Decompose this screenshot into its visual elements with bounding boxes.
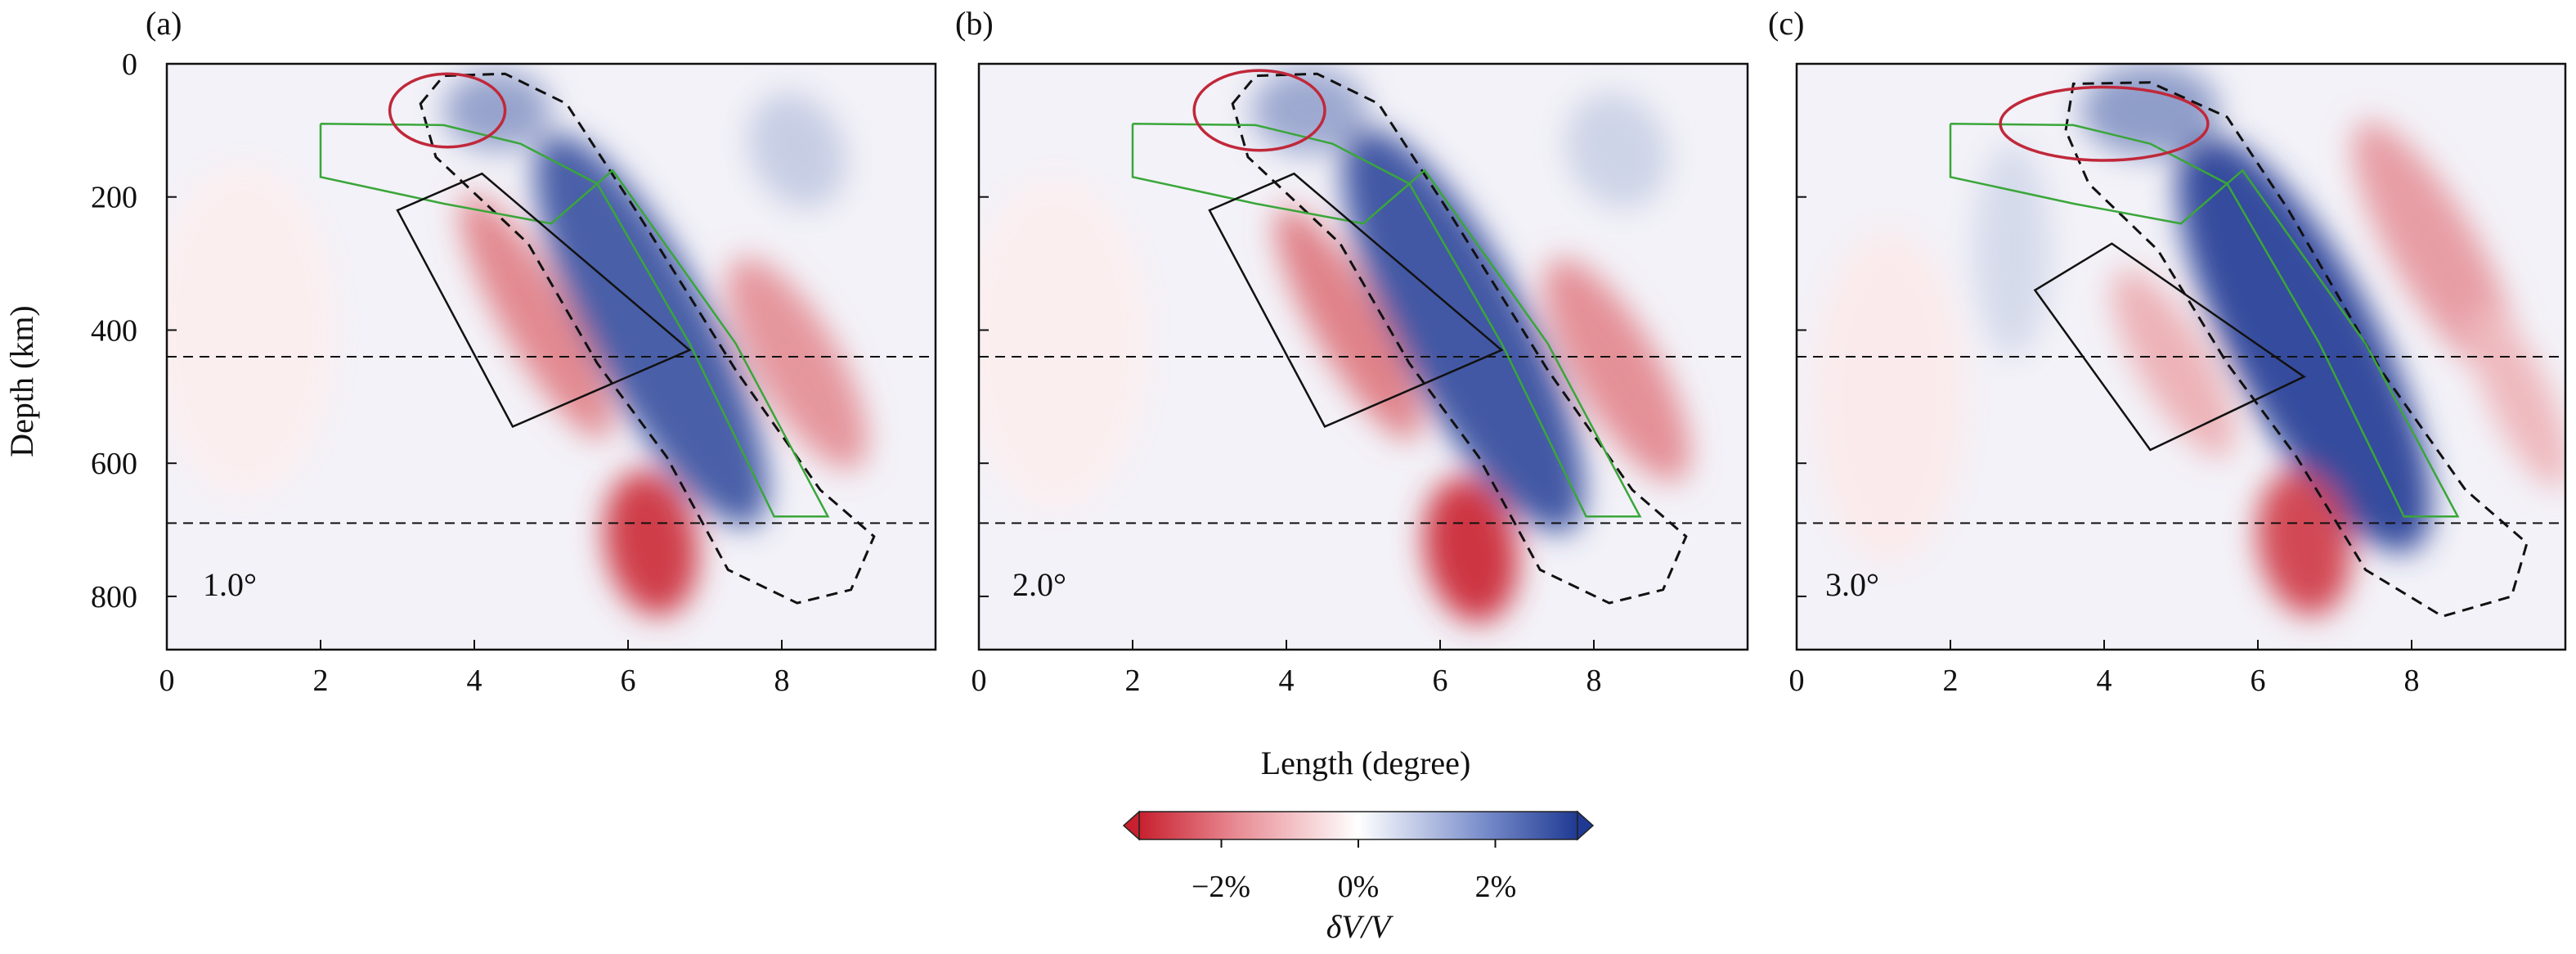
heatmap — [167, 64, 936, 650]
y-tick-label: 200 — [91, 181, 137, 215]
slow-velocity-anomaly — [1811, 230, 1966, 564]
colorbar-tick-label: 0% — [1338, 870, 1380, 904]
anomaly-ellipse — [388, 72, 507, 149]
slow-velocity-anomaly — [167, 164, 336, 497]
panel-label: (a) — [146, 5, 182, 42]
y-tick-label: 800 — [91, 580, 137, 614]
slow-velocity-anomaly — [979, 177, 1148, 511]
low-velocity-box — [2033, 242, 2306, 452]
x-tick-label: 4 — [2097, 664, 2112, 698]
fast-velocity-anomaly — [1973, 143, 2051, 357]
panel-c: (c) 0 2 4 6 8 3.0° — [1768, 5, 2567, 698]
grid-spacing-annotation: 3.0° — [1825, 566, 1879, 603]
plot-area: 0 2 4 6 8 — [972, 62, 1749, 698]
fast-velocity-anomaly — [534, 133, 768, 527]
x-tick-label: 2 — [313, 664, 329, 698]
input-slab-outline — [319, 122, 830, 518]
x-tick-label: 6 — [2251, 664, 2266, 698]
input-slab-outline — [1949, 122, 2460, 518]
fast-velocity-anomaly — [1564, 92, 1669, 209]
recovered-slab-contour — [419, 72, 876, 605]
y-tick-label: 600 — [91, 447, 137, 481]
colorbar-label: δV/V — [1326, 908, 1394, 945]
heatmap — [979, 64, 1748, 650]
x-tick-label: 6 — [621, 664, 636, 698]
y-tick-label: 0 — [122, 47, 137, 82]
panel-label: (b) — [955, 5, 994, 42]
x-tick-label: 8 — [2404, 664, 2420, 698]
slow-velocity-anomaly — [604, 470, 698, 616]
slow-velocity-anomaly — [460, 194, 613, 439]
x-tick-label: 0 — [1789, 664, 1805, 698]
x-tick-label: 4 — [467, 664, 482, 698]
grid-spacing-annotation: 1.0° — [203, 566, 257, 603]
recovered-slab-contour — [2064, 81, 2529, 618]
x-tick-label: 0 — [972, 664, 987, 698]
x-tick-label: 8 — [1586, 664, 1602, 698]
anomaly-ellipse — [1192, 69, 1326, 152]
panel-label: (c) — [1768, 5, 1804, 42]
low-velocity-box — [396, 172, 692, 429]
fast-velocity-anomaly — [1251, 67, 1367, 154]
panel-a: (a) 0 2 4 6 8 0 200 400 600 800 1.0° — [91, 5, 937, 698]
plot-area: 0 2 4 6 8 — [1789, 62, 2567, 698]
slow-velocity-anomaly — [1274, 206, 1421, 440]
colorbar-tick-label: −2% — [1192, 870, 1250, 904]
slow-velocity-anomaly — [1543, 258, 1690, 482]
heatmap — [1797, 64, 2565, 650]
x-tick-label: 8 — [774, 664, 790, 698]
plot-frame — [1795, 62, 2567, 651]
slow-velocity-anomaly — [2112, 269, 2235, 457]
colorbar-tick-label: 2% — [1475, 870, 1517, 904]
colorbar-ramp — [1138, 811, 1578, 840]
x-tick-label: 2 — [1125, 664, 1141, 698]
colorbar-max-arrow — [1577, 810, 1595, 841]
y-axis-label: Depth (km) — [3, 305, 40, 457]
slow-velocity-anomaly — [726, 257, 868, 470]
slow-velocity-anomaly — [1423, 477, 1519, 623]
low-velocity-box — [1208, 172, 1504, 429]
input-slab-outline — [1131, 122, 1642, 518]
plot-frame — [977, 62, 1749, 651]
colorbar-ticks — [1220, 839, 1497, 848]
x-tick-label: 6 — [1433, 664, 1448, 698]
fast-velocity-anomaly — [748, 92, 846, 209]
grid-spacing-annotation: 2.0° — [1012, 566, 1066, 603]
slow-velocity-anomaly — [2468, 305, 2565, 488]
x-tick-label: 0 — [159, 664, 175, 698]
x-axis-label: Length (degree) — [1261, 745, 1471, 781]
y-tick-label: 400 — [91, 313, 137, 348]
plot-frame — [165, 62, 937, 651]
anomaly-ellipse — [1999, 85, 2210, 162]
colorbar-min-arrow — [1122, 810, 1140, 841]
recovered-slab-contour — [1231, 72, 1688, 605]
colorbar: −2% 0% 2% δV/V — [1122, 810, 1595, 945]
panel-b: (b) 0 2 4 6 8 2.0° — [955, 5, 1749, 698]
fast-velocity-anomaly — [1342, 128, 1584, 533]
x-tick-label: 4 — [1279, 664, 1295, 698]
fast-velocity-anomaly — [2177, 134, 2431, 552]
plot-area: 0 2 4 6 8 0 200 400 600 800 — [91, 47, 937, 698]
x-tick-label: 2 — [1943, 664, 1959, 698]
fast-velocity-anomaly — [443, 70, 551, 151]
